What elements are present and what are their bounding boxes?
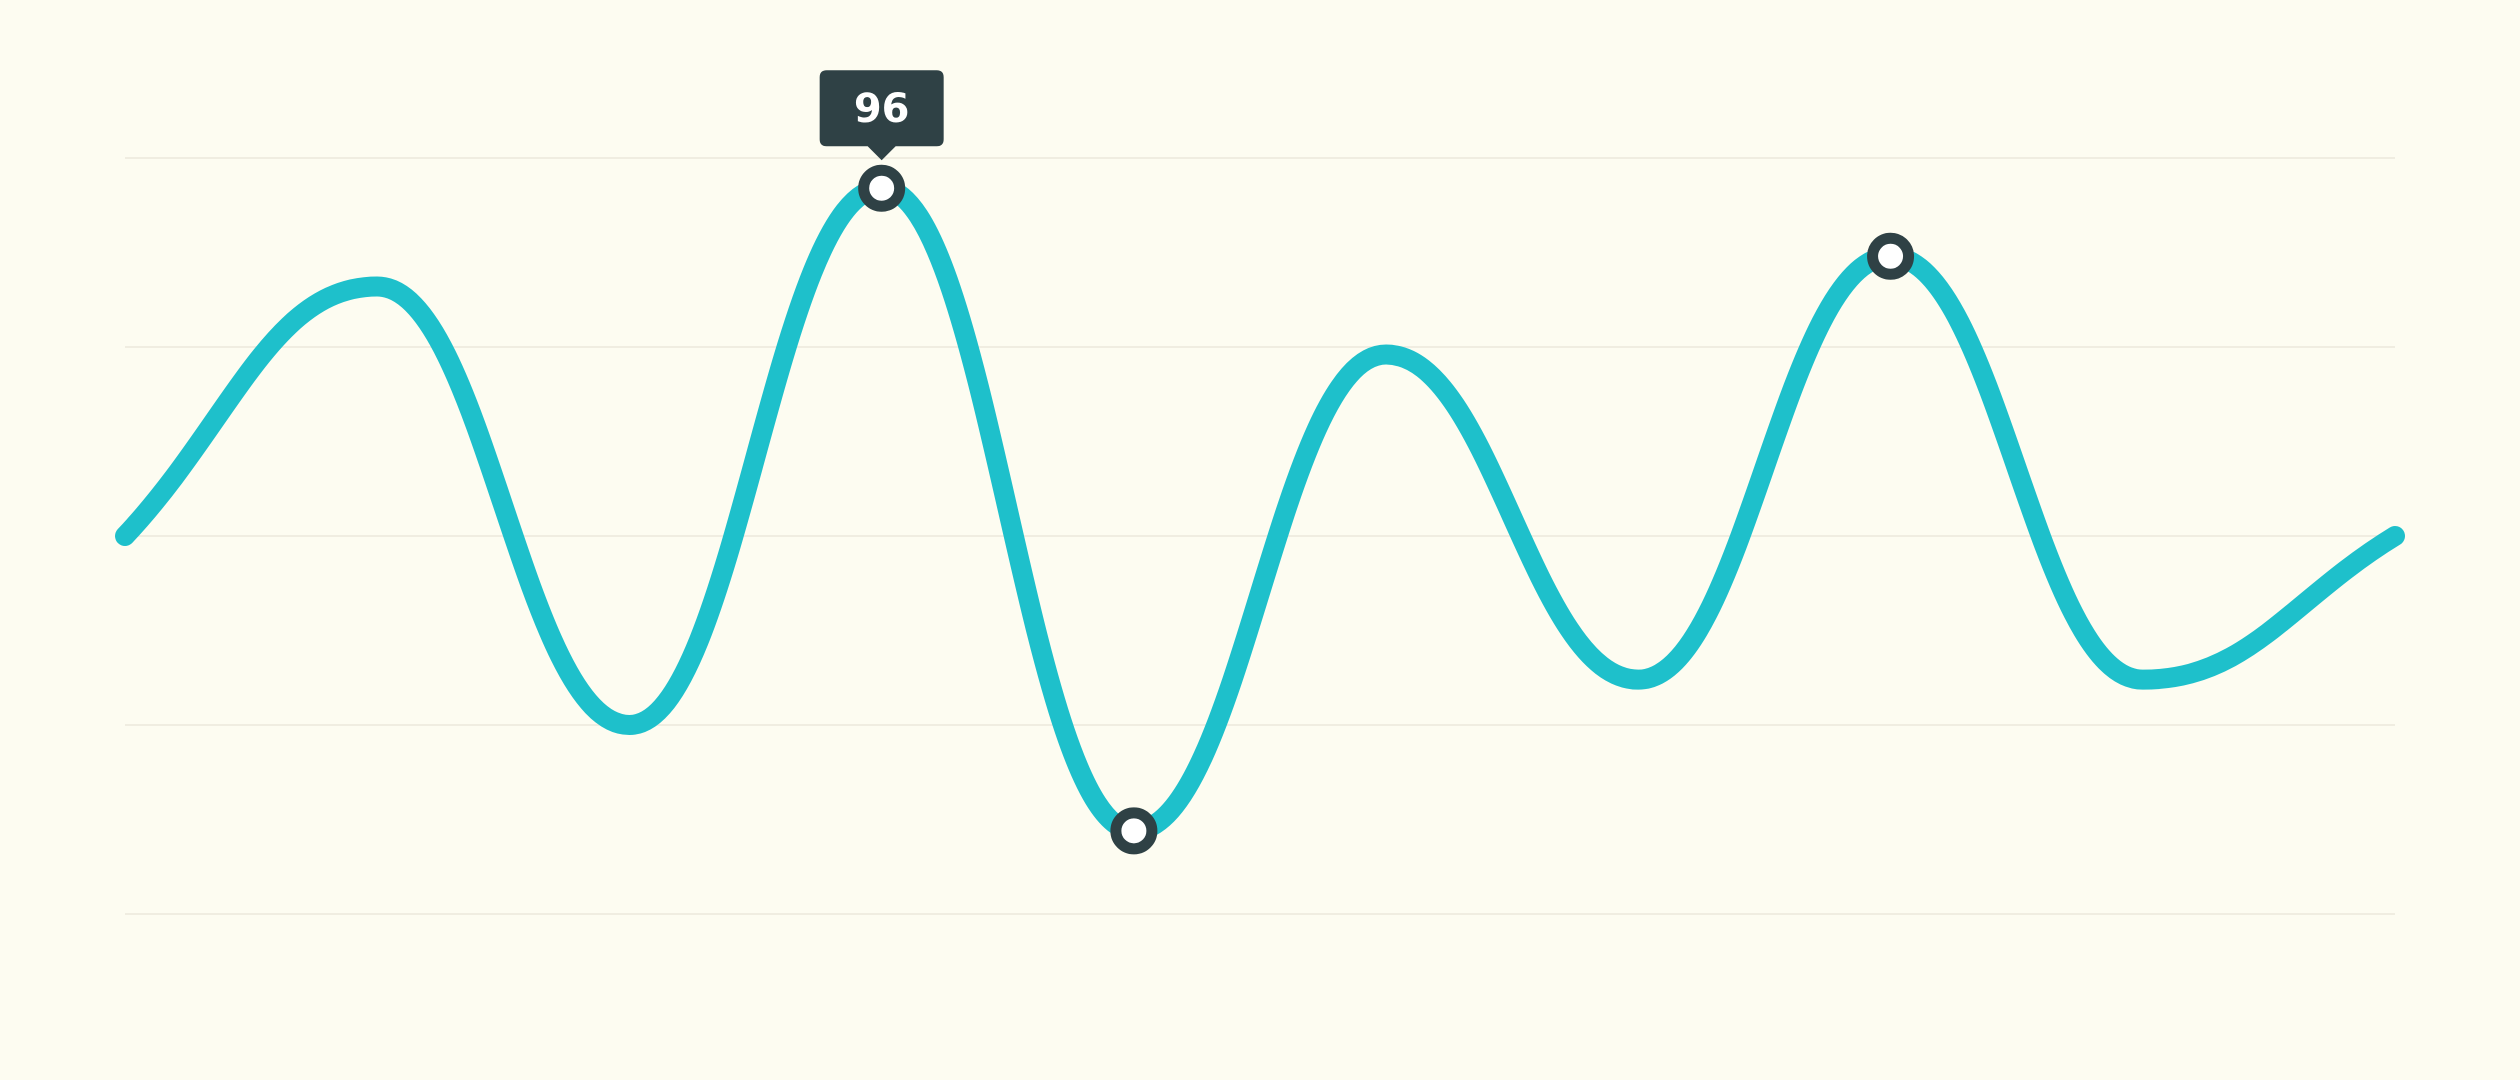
tooltip-value: 96 [854,86,910,132]
data-point-marker[interactable] [858,164,906,212]
tooltip-box [819,70,944,161]
series-line [115,178,2405,841]
data-point-marker[interactable] [1867,232,1915,280]
markers-layer [858,164,1915,855]
series-layer [115,178,2405,841]
tooltip: 96 [819,70,944,161]
gridlines [125,157,2395,915]
data-point-marker[interactable] [1110,807,1158,855]
